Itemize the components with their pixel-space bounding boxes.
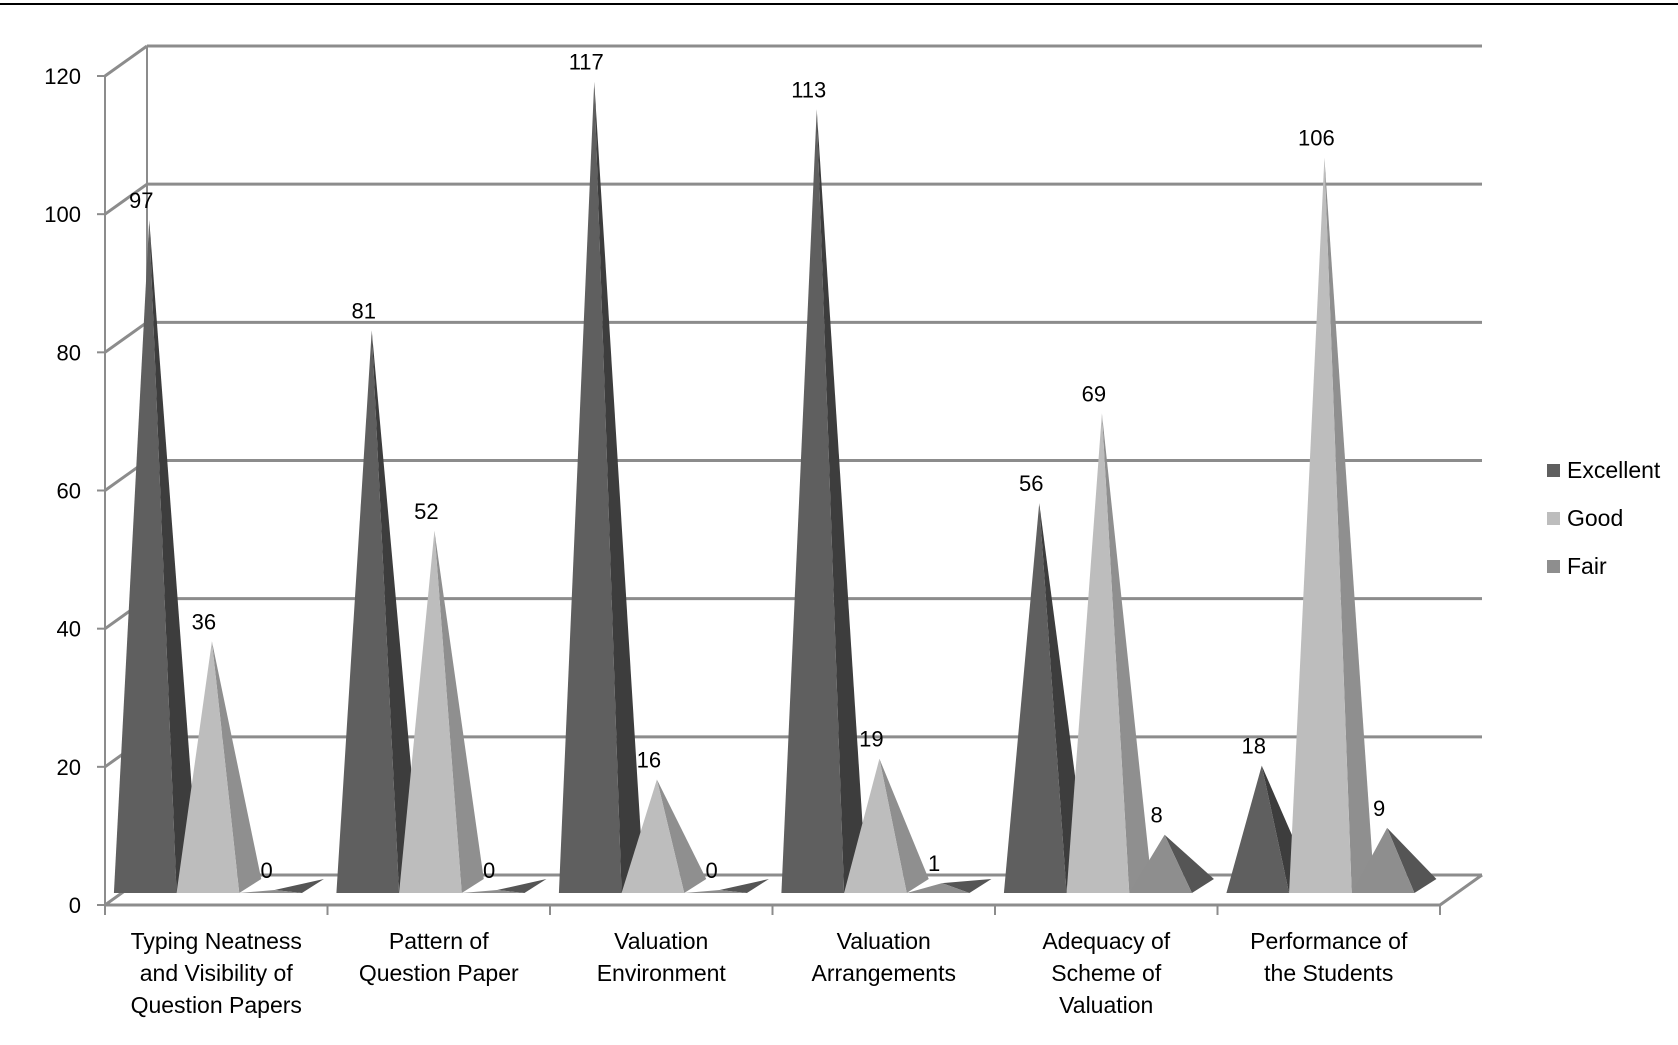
pyramid-front-face (558, 81, 622, 894)
data-labels: 97 36 0 81 52 0 117 16 0 113 19 1 56 69 8 18 106 9 (129, 50, 1385, 883)
category-label: Typing Neatness and Visibility of Question… (131, 928, 302, 1018)
pyramid-front-face (781, 109, 845, 893)
gridline-side (104, 321, 148, 354)
data-label: 117 (569, 50, 604, 75)
category-label: Valuation Arrangements (812, 928, 956, 986)
legend-swatch-good (1547, 512, 1560, 525)
data-label: 19 (859, 727, 883, 752)
legend-swatch-fair (1547, 560, 1560, 573)
data-label: 16 (637, 747, 661, 772)
pyramid-side-face (879, 758, 929, 893)
pyramid-side-face (434, 530, 484, 893)
pyramid-front-face (621, 779, 685, 893)
data-label: 52 (414, 499, 438, 524)
data-label: 56 (1019, 471, 1043, 496)
pyramid-bar-excellent (336, 330, 422, 893)
legend-label-fair: Fair (1567, 553, 1607, 579)
pyramid-side-face (497, 879, 547, 893)
gridline-side (104, 44, 148, 78)
pyramid-front-face (1226, 765, 1290, 893)
floor-right-edge (1439, 873, 1483, 907)
pyramid-front-face (336, 330, 400, 893)
data-label: 81 (351, 298, 375, 323)
data-label: 97 (129, 188, 153, 213)
pyramid-front-face (461, 890, 525, 893)
data-label: 113 (791, 77, 826, 102)
pyramid-front-face (1003, 503, 1067, 893)
pyramid-side-face (719, 879, 769, 893)
pyramid-front-face (1066, 413, 1130, 893)
pyramid-bar-good (399, 530, 484, 893)
data-label: 36 (192, 609, 216, 634)
data-label: 1 (928, 851, 940, 876)
pyramid-front-face (239, 890, 302, 893)
pyramid-bar-fair (906, 879, 992, 893)
pyramid-bar-good (1066, 413, 1152, 893)
data-series (113, 81, 1437, 894)
pyramid-bar-good (176, 641, 262, 893)
pyramid-front-face (844, 758, 907, 893)
pyramid-front-face (1129, 834, 1192, 893)
pyramid-bar-fair (1129, 834, 1214, 893)
category-label: Performance of the Students (1250, 928, 1408, 986)
y-tick-label: 0 (69, 893, 81, 918)
pyramid-side-face (1101, 413, 1152, 893)
legend-label-excellent: Excellent (1567, 457, 1661, 483)
y-tick-label: 60 (57, 479, 81, 504)
data-label: 0 (483, 858, 495, 883)
pyramid-bar-fair (684, 879, 769, 893)
pyramid-bar-fair (239, 879, 324, 893)
pyramid-bar-excellent (113, 219, 199, 893)
pyramid-bar-good (1289, 157, 1374, 893)
category-label: Adequacy of Scheme of Valuation (1042, 928, 1170, 1018)
pyramid-front-face (1289, 157, 1352, 893)
data-label: 0 (260, 858, 272, 883)
y-tick-label: 20 (57, 755, 81, 780)
data-label: 69 (1082, 381, 1106, 406)
pyramid-side-face (149, 219, 199, 893)
data-label: 106 (1298, 126, 1335, 151)
pyramid-front-face (1351, 827, 1415, 893)
pyramid-side-face (816, 109, 867, 893)
category-label: Valuation Environment (597, 928, 727, 986)
pyramid-bar-good (621, 779, 707, 893)
y-tick-label: 80 (57, 340, 81, 365)
data-label: 9 (1373, 796, 1385, 821)
pyramid-bar-good (844, 758, 929, 893)
pyramid-side-face (594, 81, 644, 894)
pyramid-side-face (1387, 827, 1437, 893)
pyramid-bar-fair (1351, 827, 1437, 893)
pyramid-bar-excellent (781, 109, 867, 893)
category-label: Pattern of Question Paper (359, 928, 519, 986)
y-tick-label: 120 (44, 64, 81, 89)
pyramid-side-face (1324, 157, 1374, 893)
data-label: 0 (705, 858, 717, 883)
pyramid-side-face (942, 879, 992, 893)
pyramid-front-face (906, 883, 970, 893)
pyramid-side-face (274, 879, 324, 893)
pyramid-front-face (176, 641, 240, 893)
pyramid-front-face (399, 530, 462, 893)
legend-label-good: Good (1567, 505, 1623, 531)
category-labels: Typing Neatness and Visibility of Question… (131, 928, 1408, 1018)
data-label: 18 (1241, 734, 1265, 759)
pyramid-side-face (1164, 834, 1214, 893)
pyramid-side-face (211, 641, 262, 893)
data-label: 8 (1150, 803, 1162, 828)
y-tick-label: 40 (57, 617, 81, 642)
pyramid-bar-excellent (558, 81, 644, 894)
pyramid-front-face (684, 890, 747, 893)
pyramid-side-face (656, 779, 707, 893)
y-tick-label: 100 (44, 202, 81, 227)
legend: Excellent Good Fair (1547, 457, 1661, 579)
pyramid-bar-fair (461, 879, 547, 893)
legend-swatch-excellent (1547, 464, 1560, 477)
pyramid-side-face (371, 330, 422, 893)
gridline-side (104, 182, 148, 216)
pyramid-front-face (113, 219, 177, 893)
